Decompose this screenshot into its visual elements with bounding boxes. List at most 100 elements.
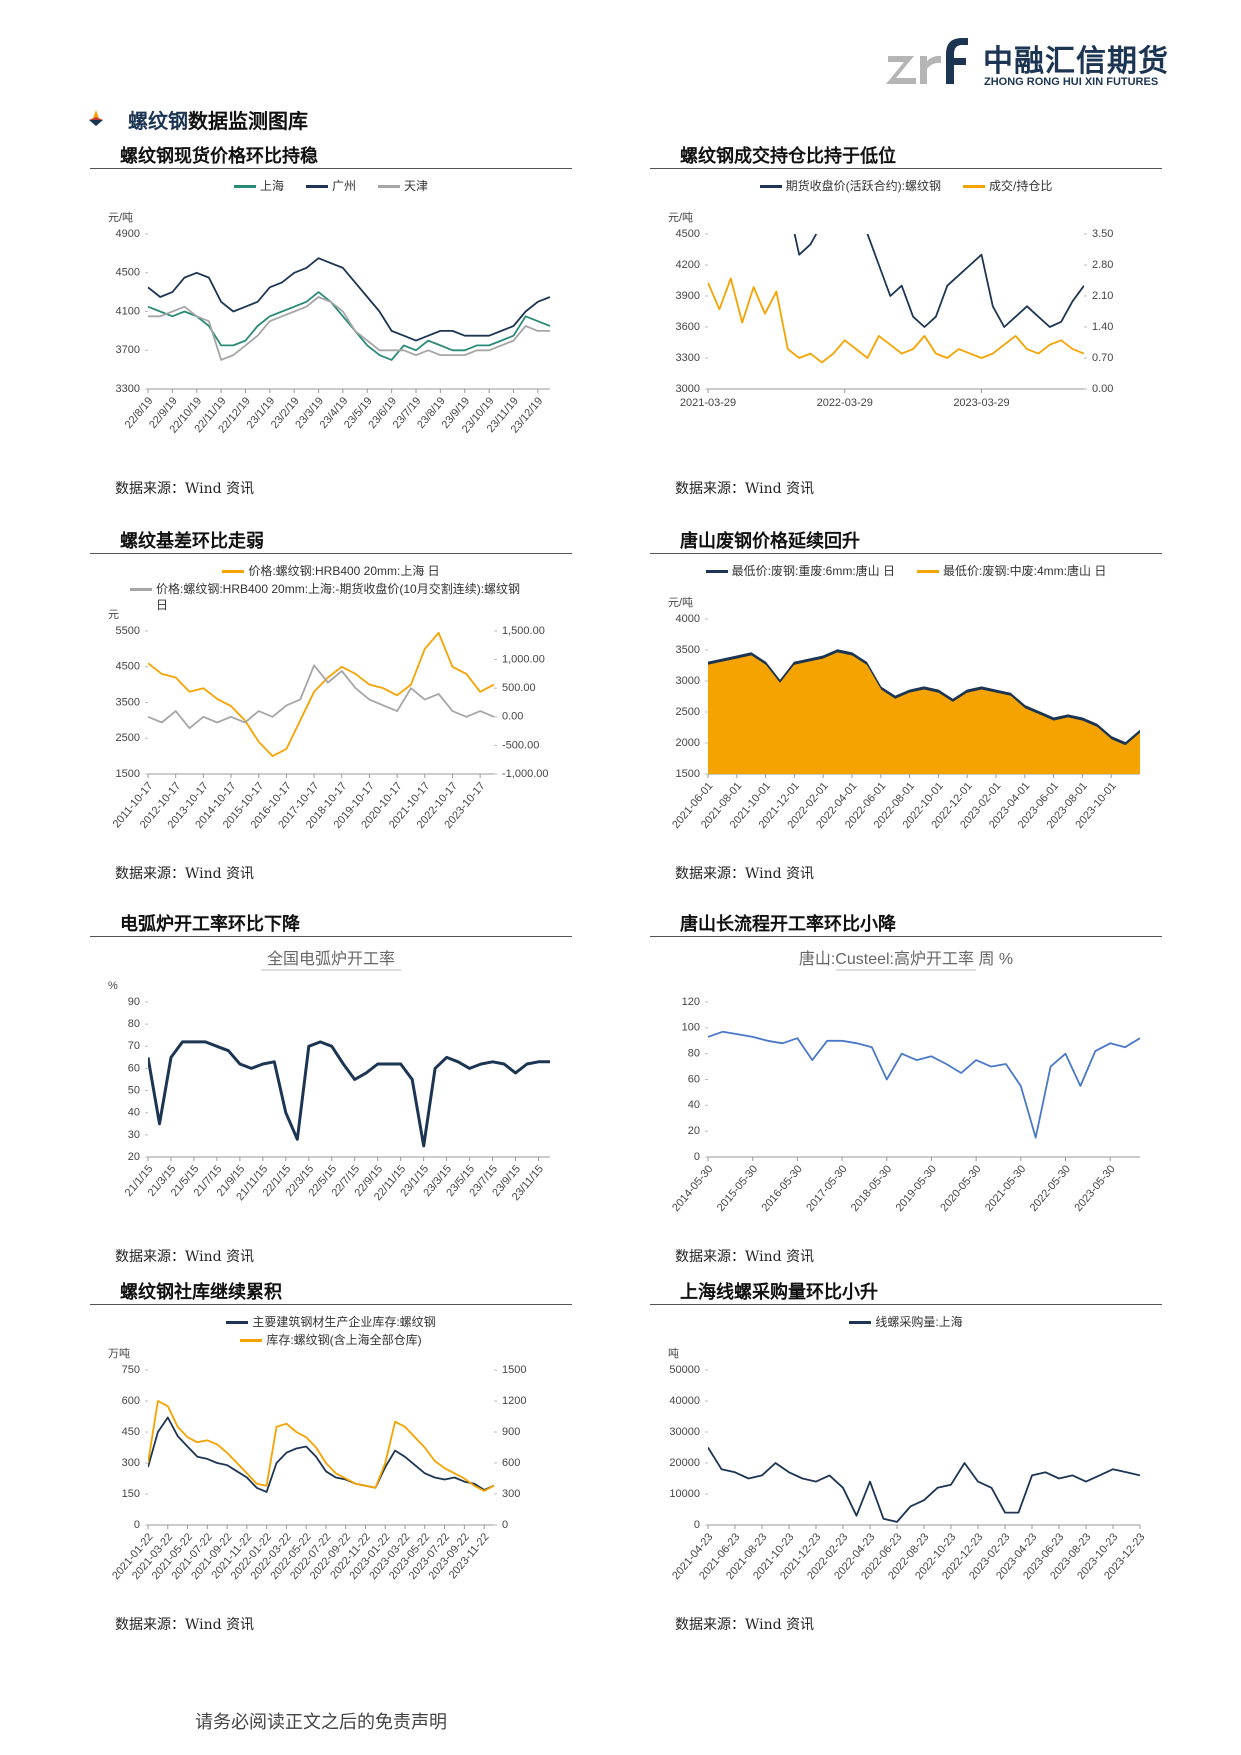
y-tick-label: 80 xyxy=(688,1048,700,1060)
panel-rule xyxy=(90,553,572,554)
plot xyxy=(708,1030,1140,1139)
y2-tick-label: -500.00 xyxy=(502,739,539,751)
legend-item: 库存:螺纹钢(含上海全部仓库) xyxy=(240,1332,422,1348)
legend-label: 最低价:废钢:中废:4mm:唐山 日 xyxy=(943,564,1107,578)
y-axis-unit: 万吨 xyxy=(108,1347,130,1360)
x-tick-label: 2023-03-29 xyxy=(953,397,1009,409)
y-tick-label: 5500 xyxy=(116,625,140,637)
legend-item: 价格:螺纹钢:HRB400 20mm:上海:-期货收盘价(10月交割连续):螺纹… xyxy=(130,581,532,613)
y-tick-label: 0 xyxy=(694,1519,700,1531)
chart: 吨010000200003000040000500002021-04-23202… xyxy=(668,1347,1148,1582)
legend-swatch xyxy=(705,570,728,573)
panel-rule xyxy=(650,936,1162,937)
series-line xyxy=(708,277,1084,364)
y-tick-label: 4100 xyxy=(116,305,140,317)
panel-heading: 电弧炉开工率环比下降 xyxy=(120,914,300,934)
y-axis-unit: 元/吨 xyxy=(108,211,133,224)
legend-label: 成交/持仓比 xyxy=(988,179,1053,193)
series-line xyxy=(148,296,550,361)
x-tick-label: 2021-05-30 xyxy=(983,1163,1028,1214)
legend-label: 主要建筑钢材生产企业库存:螺纹钢 xyxy=(252,1315,436,1329)
legend: 上海 广州 天津 xyxy=(130,178,532,194)
panel-heading: 唐山废钢价格延续回升 xyxy=(680,531,860,551)
legend-item: 成交/持仓比 xyxy=(962,178,1053,194)
chart: 唐山:Custeel:高炉开工率 周 % 0 20 40 60 80 100 120 2014-… xyxy=(670,950,1140,1214)
x-tick-label: 2019-05-30 xyxy=(894,1163,939,1214)
legend-swatch xyxy=(240,1339,263,1342)
y-tick-label: 60 xyxy=(688,1073,700,1085)
panel-heading: 唐山长流程开工率环比小降 xyxy=(680,914,896,934)
panel-rule xyxy=(650,553,1162,554)
y-tick-label: 0 xyxy=(134,1519,140,1531)
panel-heading: 螺纹基差环比走弱 xyxy=(120,531,264,551)
legend-item: 线螺采购量:上海 xyxy=(849,1314,963,1330)
section-title-rest: 数据监测图库 xyxy=(188,111,308,133)
y-tick-label: 3700 xyxy=(116,344,140,356)
series-line xyxy=(148,257,550,342)
y-tick-label: 2500 xyxy=(116,732,140,744)
y2-tick-label: 1500 xyxy=(502,1364,526,1376)
legend-swatch xyxy=(759,185,782,188)
x-tick-label: 2017-05-30 xyxy=(804,1163,849,1214)
series-line xyxy=(708,1030,1140,1139)
data-source: 数据来源：Wind 资讯 xyxy=(675,1249,815,1265)
plot xyxy=(148,631,494,757)
y-tick-label: 750 xyxy=(122,1364,140,1376)
panel-heading: 螺纹钢现货价格环比持稳 xyxy=(120,146,318,166)
y-tick-label: 4000 xyxy=(676,613,700,625)
x-tick-label: 2016-05-30 xyxy=(760,1163,805,1214)
logo-mark xyxy=(886,38,968,84)
y-tick-label: 40 xyxy=(128,1107,140,1119)
legend-swatch xyxy=(233,185,256,188)
panel-heading: 上海线螺采购量环比小升 xyxy=(680,1282,878,1302)
chart: 万吨01503004506007500300600900120015002021… xyxy=(108,1347,526,1582)
y-tick-label: 2500 xyxy=(676,706,700,718)
y2-tick-label: 0.00 xyxy=(502,711,523,723)
x-tick-label: 2022-05-30 xyxy=(1028,1163,1073,1214)
legend: 价格:螺纹钢:HRB400 20mm:上海 日价格:螺纹钢:HRB400 20m… xyxy=(130,563,532,613)
y-axis-unit: % xyxy=(108,980,118,992)
x-tick-label: 2018-05-30 xyxy=(849,1163,894,1214)
footer-note: 请务必阅读正文之后的免责声明 xyxy=(195,1712,447,1733)
y-axis-unit: 元 xyxy=(108,609,119,621)
legend: 主要建筑钢材生产企业库存:螺纹钢库存:螺纹钢(含上海全部仓库) xyxy=(130,1314,532,1348)
data-source: 数据来源：Wind 资讯 xyxy=(675,1617,815,1633)
y2-tick-label: 1200 xyxy=(502,1395,526,1407)
legend-swatch xyxy=(917,570,939,573)
y-tick-label: 120 xyxy=(682,996,700,1008)
chart-title: 唐山:Custeel:高炉开工率 周 % xyxy=(799,950,1013,968)
legend-item: 天津 xyxy=(378,178,428,194)
y-axis-unit: 元/吨 xyxy=(668,596,693,609)
legend-swatch xyxy=(378,185,400,188)
y2-tick-label: 1,000.00 xyxy=(502,654,545,666)
data-source: 数据来源：Wind 资讯 xyxy=(115,481,255,497)
legend-item: 价格:螺纹钢:HRB400 20mm:上海 日 xyxy=(222,563,440,579)
chart: 元/吨 3000 3300 3600 3900 4200 4500 0.00 0.70 1.40 2… xyxy=(668,211,1113,409)
y2-tick-label: 600 xyxy=(502,1457,520,1469)
data-source: 数据来源：Wind 资讯 xyxy=(675,866,815,882)
y-tick-label: 50 xyxy=(128,1084,140,1096)
data-source: 数据来源：Wind 资讯 xyxy=(675,481,815,497)
series-line xyxy=(148,1040,550,1148)
y2-tick-label: 2.10 xyxy=(1092,290,1113,302)
legend-label: 价格:螺纹钢:HRB400 20mm:上海 日 xyxy=(248,564,440,578)
legend-item: 最低价:废钢:重废:6mm:唐山 日 xyxy=(705,563,895,579)
y-tick-label: 3600 xyxy=(676,321,700,333)
y-axis-unit: 元/吨 xyxy=(668,211,693,224)
panel-rule xyxy=(90,936,572,937)
legend-swatch xyxy=(849,1321,872,1324)
panel-rule xyxy=(650,1304,1162,1305)
y-tick-label: 0 xyxy=(694,1151,700,1163)
y2-tick-label: 500.00 xyxy=(502,682,536,694)
legend: 期货收盘价(活跃合约):螺纹钢 成交/持仓比 xyxy=(690,178,1122,194)
legend-item: 广州 xyxy=(305,178,356,194)
legend-label: 价格:螺纹钢:HRB400 20mm:上海:-期货收盘价(10月交割连续):螺纹… xyxy=(156,582,521,612)
y-tick-label: 450 xyxy=(122,1426,140,1438)
legend-label: 广州 xyxy=(331,179,356,193)
series-line xyxy=(148,664,494,730)
y-tick-label: 4500 xyxy=(116,661,140,673)
y-tick-label: 70 xyxy=(128,1040,140,1052)
y2-tick-label: -1,000.00 xyxy=(502,768,548,780)
legend-item: 期货收盘价(活跃合约):螺纹钢 xyxy=(759,178,941,194)
y-tick-label: 3500 xyxy=(676,644,700,656)
